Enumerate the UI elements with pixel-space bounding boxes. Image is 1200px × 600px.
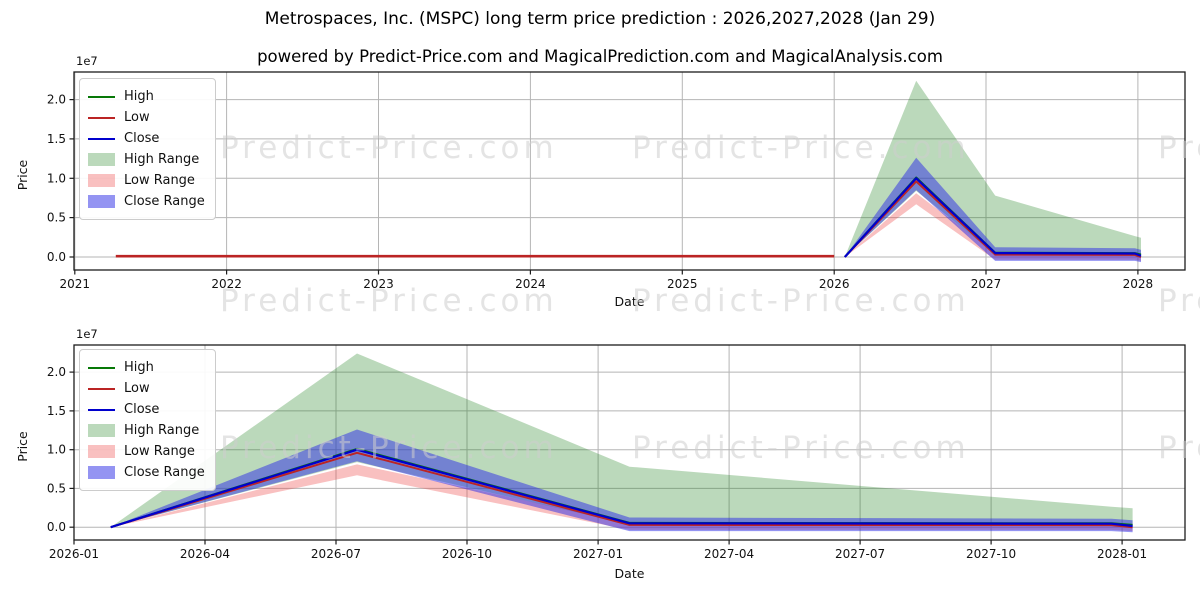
legend-label: Low Range	[124, 444, 195, 459]
x-tick-label: 2027-04	[704, 547, 754, 561]
x-tick-label: 2028-01	[1097, 547, 1147, 561]
legend-label: High Range	[124, 152, 200, 167]
legend-item-close: Close	[88, 399, 205, 420]
y-tick-label: 0.0	[47, 520, 66, 534]
x-tick-label: 2026-10	[442, 547, 492, 561]
legend-label: Low	[124, 110, 150, 125]
legend-item-low: Low	[88, 107, 205, 128]
high-range-band	[844, 80, 1141, 257]
figure-title: Metrospaces, Inc. (MSPC) long term price…	[264, 9, 936, 29]
y-tick-label: 2.0	[47, 365, 66, 379]
plot-frame	[73, 344, 1186, 541]
legend-item-high: High	[88, 357, 205, 378]
legend-item-low-range: Low Range	[88, 170, 205, 191]
x-tick-label: 2026-07	[311, 547, 361, 561]
x-tick-label: 2027-10	[966, 547, 1016, 561]
legend-item-high-range: High Range	[88, 149, 205, 170]
legend-patch-swatch	[88, 445, 115, 458]
legend-item-low: Low	[88, 378, 205, 399]
x-tick-label: 2028	[1123, 277, 1154, 291]
legend-item-low-range: Low Range	[88, 441, 205, 462]
legend-label: Close	[124, 402, 160, 417]
y-tick-label: 0.0	[47, 250, 66, 264]
y-axis-label: Price	[15, 159, 30, 190]
x-tick-label: 2027-01	[573, 547, 623, 561]
legend-line-swatch	[88, 366, 115, 369]
legend-label: High Range	[124, 423, 200, 438]
legend-patch-swatch	[88, 195, 115, 208]
y-tick-label: 1.5	[47, 132, 66, 146]
legend-item-close: Close	[88, 128, 205, 149]
low-line	[844, 180, 1142, 258]
legend-item-close-range: Close Range	[88, 191, 205, 212]
x-tick-label: 2024	[515, 277, 546, 291]
x-tick-label: 2022	[211, 277, 242, 291]
high-range-band	[110, 353, 1133, 528]
chart-long-term-history-and-prediction: 2021 2022 2023 2024 2025 2026 2027 2028 0.0 0.5 1.…	[15, 54, 1186, 309]
plot-frame	[73, 71, 1186, 271]
x-tick-label: 2026	[819, 277, 850, 291]
legend-line-swatch	[88, 95, 115, 98]
legend-chart-2: High Low Close High Range Low Range Close Ran…	[79, 349, 216, 491]
legend-line-swatch	[88, 116, 115, 119]
legend-patch-swatch	[88, 424, 115, 437]
legend-chart-1: High Low Close High Range Low Range Close Ran…	[79, 78, 216, 220]
x-tick-label: 2027-07	[835, 547, 885, 561]
x-tick-label: 2027	[971, 277, 1002, 291]
x-tick-label: 2021	[60, 277, 91, 291]
legend-item-high-range: High Range	[88, 420, 205, 441]
legend-item-close-range: Close Range	[88, 462, 205, 483]
x-tick-label: 2025	[667, 277, 698, 291]
y-tick-label: 2.0	[47, 93, 66, 107]
legend-patch-swatch	[88, 153, 115, 166]
legend-label: High	[124, 89, 154, 104]
legend-label: Low	[124, 381, 150, 396]
x-axis-label: Date	[615, 566, 645, 581]
close-line	[110, 448, 1133, 529]
y-tick-label: 1.0	[47, 443, 66, 457]
legend-item-high: High	[88, 86, 205, 107]
x-axis-label: Date	[615, 294, 645, 309]
legend-label: High	[124, 360, 154, 375]
low-line	[110, 451, 1133, 529]
y-tick-label: 0.5	[47, 481, 66, 495]
x-tick-label: 2026-04	[180, 547, 230, 561]
y-tick-label: 1.5	[47, 404, 66, 418]
legend-line-swatch	[88, 408, 115, 411]
legend-patch-swatch	[88, 174, 115, 187]
legend-patch-swatch	[88, 466, 115, 479]
legend-label: Close Range	[124, 194, 205, 209]
y-tick-label: 0.5	[47, 211, 66, 225]
legend-line-swatch	[88, 387, 115, 390]
y-tick-label: 1.0	[47, 171, 66, 185]
chart-prediction-detail-2026-2028: 2026-01 2026-04 2026-07 2026-10 2027-01 2027-…	[15, 327, 1186, 581]
x-tick-label: 2023	[363, 277, 394, 291]
y-offset-text: 1e7	[76, 327, 98, 341]
close-line	[843, 177, 1142, 258]
y-offset-text: 1e7	[76, 54, 98, 68]
legend-line-swatch	[88, 137, 115, 140]
legend-label: Low Range	[124, 173, 195, 188]
legend-label: Close	[124, 131, 160, 146]
figure-subtitle: powered by Predict-Price.com and Magical…	[257, 47, 943, 66]
y-axis-label: Price	[15, 431, 30, 462]
legend-label: Close Range	[124, 465, 205, 480]
x-tick-label: 2026-01	[49, 547, 99, 561]
